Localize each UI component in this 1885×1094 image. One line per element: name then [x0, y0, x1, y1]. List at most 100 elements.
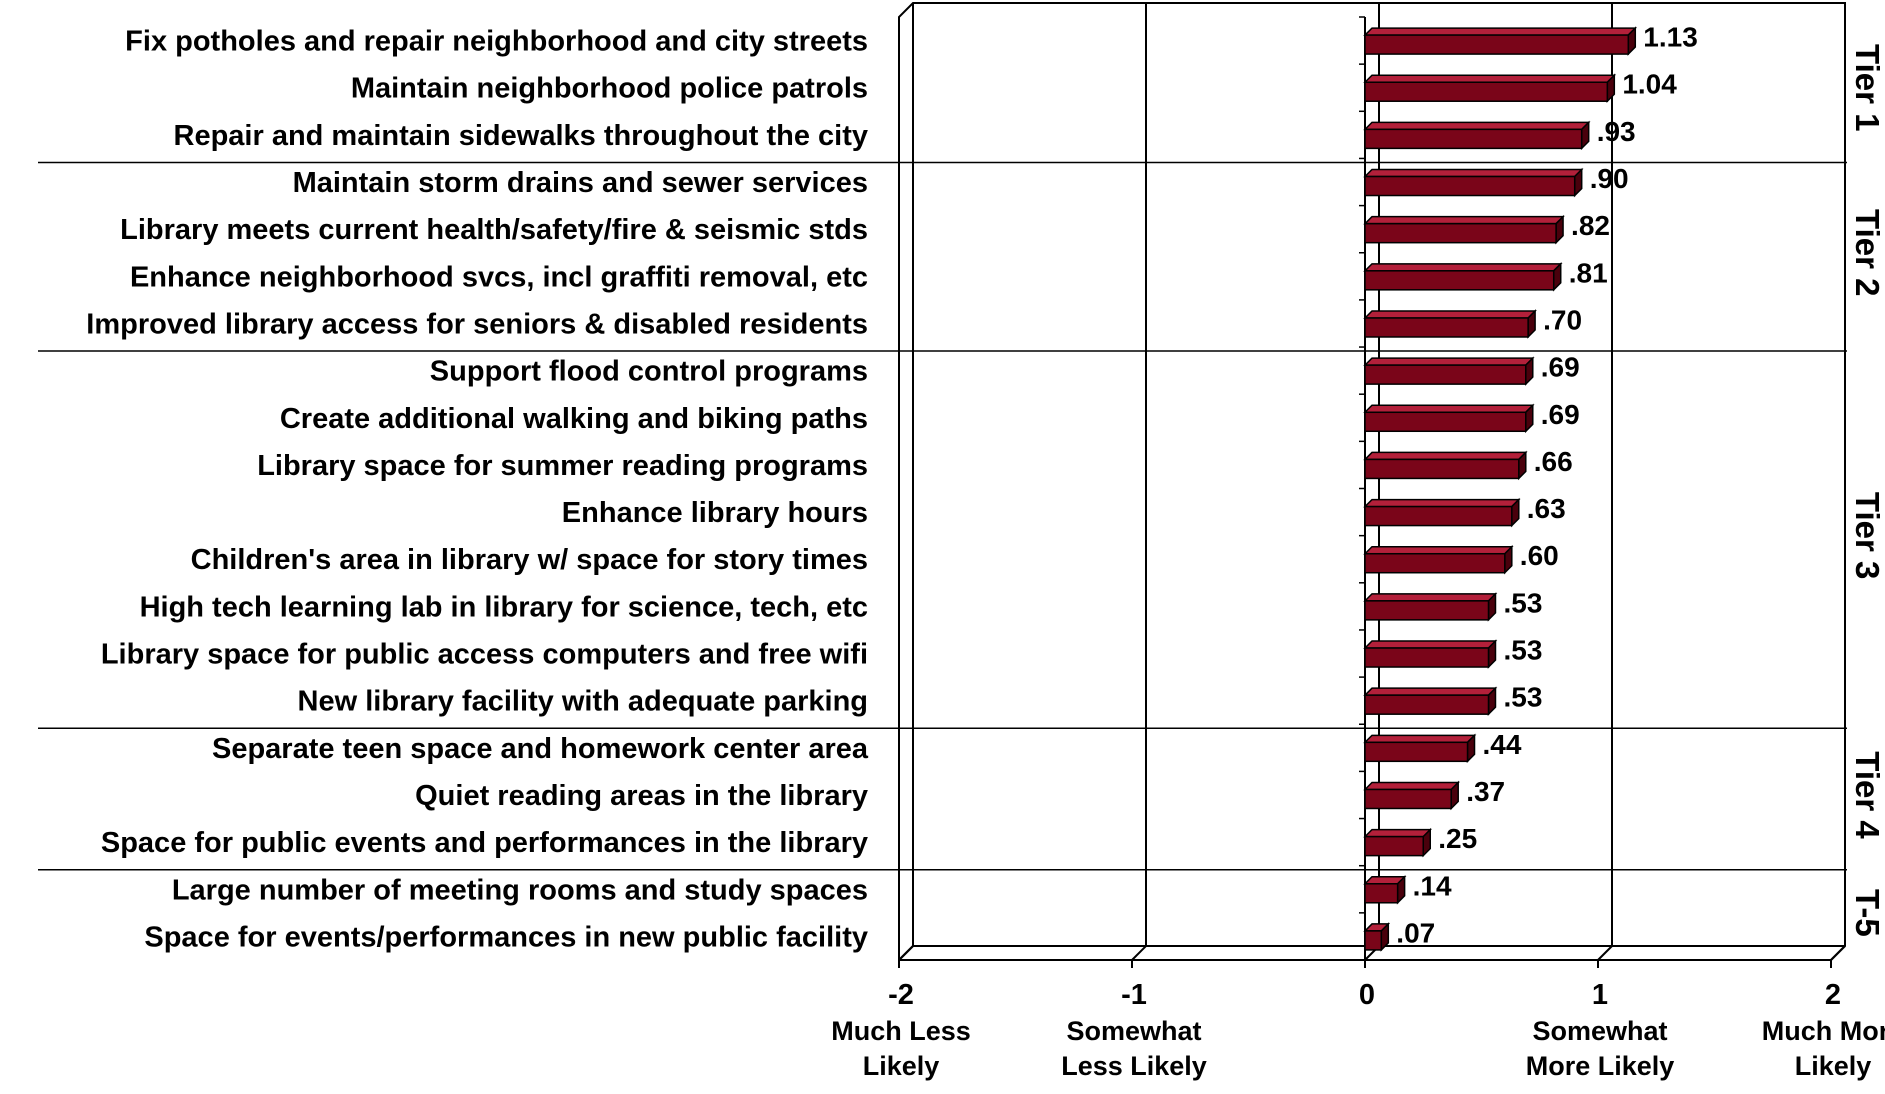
- bar: [1363, 922, 1391, 952]
- x-axis: -2 Much Less Likely -1 Somewhat Less Likely 0 1…: [831, 960, 1885, 1081]
- bar-front: [1364, 505, 1513, 527]
- category-label: Enhance neighborhood svcs, incl graffiti…: [130, 261, 868, 293]
- value-label: .93: [1597, 116, 1636, 147]
- bar: [1363, 120, 1591, 151]
- bar-top: [1363, 357, 1535, 366]
- bar: [1363, 733, 1477, 764]
- category-label: Fix potholes and repair neighborhood and…: [125, 26, 868, 58]
- value-label: 1.04: [1622, 69, 1677, 100]
- bar-top: [1363, 215, 1565, 225]
- floor-gridline-3: [1597, 945, 1613, 961]
- bar-front: [1364, 694, 1490, 715]
- bar: [1363, 780, 1461, 811]
- x-tick-description: Somewhat: [1532, 1016, 1667, 1046]
- bar: [1363, 167, 1584, 198]
- value-label: .70: [1543, 304, 1582, 335]
- value-label: .81: [1569, 257, 1608, 288]
- category-label: Enhance library hours: [562, 497, 868, 529]
- bar: [1363, 73, 1617, 104]
- bar-front: [1364, 222, 1557, 244]
- category-label: Children's area in library w/ space for …: [191, 544, 868, 576]
- bar-front: [1364, 175, 1576, 197]
- bar-front: [1364, 930, 1383, 951]
- bar: [1363, 497, 1521, 528]
- x-tick-label: -1: [1121, 979, 1147, 1011]
- value-labels: 1.13 1.04 .93 .90 .82 .81 .70 .69 .69 .66 .63 .60 .5…: [1396, 22, 1697, 949]
- x-tick-label: -2: [888, 979, 914, 1011]
- value-label: .66: [1534, 446, 1573, 477]
- bar-top: [1363, 593, 1498, 602]
- value-label: .25: [1438, 823, 1477, 854]
- bar-front: [1364, 34, 1630, 55]
- bar: [1363, 874, 1407, 905]
- bar-front: [1364, 81, 1609, 102]
- category-label: Create additional walking and biking pat…: [280, 403, 868, 435]
- value-label: .53: [1503, 682, 1542, 713]
- x-tick-description: More Likely: [1526, 1051, 1675, 1081]
- x-tick-description: Likely: [863, 1051, 940, 1081]
- bar-top: [1363, 74, 1617, 83]
- bar-top: [1363, 545, 1514, 555]
- category-label: New library facility with adequate parki…: [298, 686, 868, 718]
- bar-top: [1363, 404, 1535, 414]
- category-label: Support flood control programs: [430, 356, 868, 388]
- value-label: .53: [1503, 587, 1542, 618]
- bar: [1363, 214, 1565, 245]
- bars: [1363, 26, 1638, 952]
- category-label: Large number of meeting rooms and study …: [172, 874, 868, 906]
- bar-top: [1363, 310, 1537, 319]
- bar-top: [1363, 734, 1477, 744]
- value-label: .69: [1541, 399, 1580, 430]
- bar-front: [1364, 883, 1399, 904]
- bar-front: [1364, 600, 1490, 621]
- bar-top: [1363, 640, 1498, 649]
- bar-front: [1364, 411, 1527, 433]
- value-label: 1.13: [1643, 22, 1698, 53]
- category-label: Library space for public access computer…: [101, 639, 868, 671]
- value-label: .69: [1541, 352, 1580, 383]
- bar: [1363, 827, 1433, 858]
- x-tick-label: 2: [1825, 979, 1841, 1011]
- bar-front: [1364, 741, 1469, 763]
- category-label: Repair and maintain sidewalks throughout…: [174, 120, 869, 152]
- bar-top: [1363, 121, 1591, 131]
- bar: [1363, 450, 1528, 481]
- tier-dividers: [38, 161, 1847, 871]
- floor-gridline-4: [1830, 945, 1846, 961]
- bar-top: [1363, 168, 1584, 178]
- category-label: Space for events/performances in new pub…: [144, 921, 868, 953]
- bar-top: [1363, 451, 1528, 461]
- value-label: .63: [1527, 493, 1566, 524]
- category-label: Library space for summer reading program…: [257, 450, 868, 482]
- bar-front: [1364, 647, 1490, 668]
- bar: [1363, 686, 1498, 716]
- x-tick-description: Much More: [1762, 1016, 1885, 1046]
- value-label: .07: [1396, 917, 1435, 948]
- bar-front: [1364, 458, 1520, 480]
- category-label: High tech learning lab in library for sc…: [140, 591, 868, 623]
- category-label: Maintain storm drains and sewer services: [293, 167, 868, 199]
- tier-label: Tier 1: [1849, 44, 1885, 131]
- bar: [1363, 26, 1638, 56]
- tier-label: Tier 4: [1849, 751, 1885, 839]
- value-label: .44: [1483, 729, 1522, 760]
- x-tick-description: Less Likely: [1061, 1051, 1207, 1081]
- value-label: .90: [1590, 163, 1629, 194]
- tier-label: T-5: [1849, 889, 1885, 937]
- bar: [1363, 262, 1563, 292]
- bar: [1363, 544, 1514, 575]
- category-label: Library meets current health/safety/fire…: [120, 214, 868, 246]
- category-label: Improved library access for seniors & di…: [86, 308, 868, 340]
- bar-top: [1363, 263, 1563, 272]
- value-label: .14: [1413, 870, 1452, 901]
- value-label: .53: [1503, 635, 1542, 666]
- x-tick-label: 0: [1359, 979, 1375, 1011]
- category-label: Maintain neighborhood police patrols: [351, 73, 868, 105]
- x-tick-description: Much Less: [831, 1016, 971, 1046]
- bar: [1363, 309, 1537, 339]
- value-label: .60: [1520, 540, 1559, 571]
- floor-gridline-1: [1131, 945, 1147, 961]
- category-labels: Fix potholes and repair neighborhood and…: [86, 26, 869, 954]
- category-label: Separate teen space and homework center …: [212, 733, 869, 765]
